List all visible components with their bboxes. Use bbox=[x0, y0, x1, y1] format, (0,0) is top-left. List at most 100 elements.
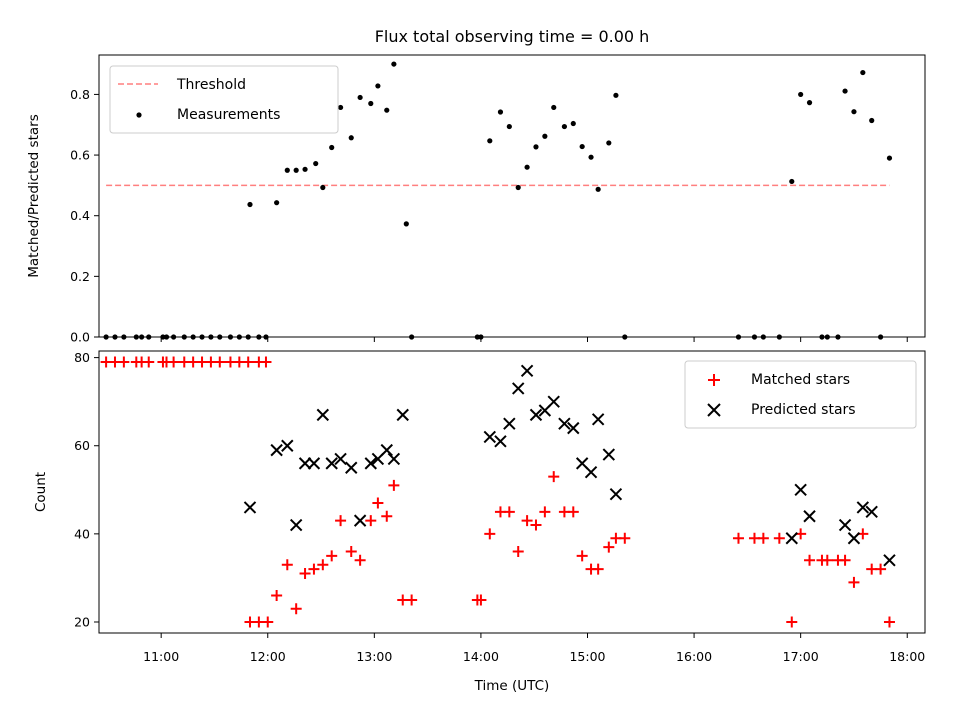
ratio-panel: 0.00.20.40.60.8 Matched/Predicted stars … bbox=[26, 54, 926, 345]
matched-star-point bbox=[345, 545, 357, 557]
predicted-star-point bbox=[512, 382, 525, 395]
predicted-star-point bbox=[794, 483, 807, 497]
predicted-star-point bbox=[558, 417, 571, 430]
ratio-y-tick-label: 0.4 bbox=[70, 208, 90, 223]
count-y-tick-label: 20 bbox=[74, 614, 90, 629]
measurement-point bbox=[320, 184, 326, 191]
measurement-point bbox=[313, 160, 319, 167]
count-y-tick-label: 80 bbox=[74, 350, 90, 365]
matched-star-point bbox=[372, 497, 384, 509]
measurement-point bbox=[375, 83, 381, 89]
x-tick-label: 11:00 bbox=[143, 649, 179, 664]
measurement-point bbox=[384, 107, 390, 113]
x-tick-label: 13:00 bbox=[356, 649, 392, 664]
predicted-star-point bbox=[243, 501, 257, 514]
matched-star-point bbox=[773, 532, 785, 544]
predicted-star-point bbox=[334, 452, 347, 466]
measurement-point bbox=[798, 91, 804, 98]
measurement-point bbox=[274, 200, 280, 206]
predicted-star-point bbox=[865, 505, 878, 519]
measurement-point bbox=[524, 164, 530, 170]
measurement-point bbox=[570, 120, 576, 127]
predicted-star-point bbox=[345, 461, 358, 474]
x-tick-label: 16:00 bbox=[676, 649, 712, 664]
x-tick-label: 12:00 bbox=[250, 649, 286, 664]
predicted-star-point bbox=[380, 443, 393, 457]
matched-star-point bbox=[592, 563, 604, 575]
measurement-point bbox=[860, 69, 866, 76]
matched-star-point bbox=[484, 528, 496, 540]
matched-star-point bbox=[299, 568, 311, 580]
matched-star-point bbox=[757, 532, 769, 544]
matched-star-point bbox=[242, 356, 254, 368]
matched-star-point bbox=[214, 356, 226, 368]
matched-star-point bbox=[143, 356, 155, 368]
ratio-y-axis-label: Matched/Predicted stars bbox=[26, 114, 42, 277]
predicted-star-point bbox=[289, 518, 303, 532]
matched-star-point bbox=[308, 563, 320, 575]
matched-star-point bbox=[262, 616, 274, 628]
measurement-point bbox=[247, 201, 253, 208]
predicted-star-point bbox=[803, 510, 816, 523]
matched-star-point bbox=[512, 545, 524, 557]
ratio-y-tick-label: 0.2 bbox=[70, 269, 90, 284]
count-x-ticks: 11:00 12:00 13:00 14:00 15:00 16:00 17:00 18:00 bbox=[143, 633, 925, 664]
measurement-point bbox=[886, 155, 893, 161]
matched-star-point bbox=[875, 563, 887, 575]
predicted-star-point bbox=[503, 417, 516, 430]
predicted-star-point bbox=[387, 452, 401, 466]
measurement-point bbox=[869, 117, 875, 124]
ratio-legend-box bbox=[109, 65, 339, 134]
predicted-star-point bbox=[316, 408, 330, 422]
x-tick-label: 17:00 bbox=[783, 649, 819, 664]
predicted-star-point bbox=[602, 448, 616, 461]
matched-star-point bbox=[118, 356, 130, 368]
matched-star-point bbox=[539, 506, 551, 518]
measurement-point bbox=[357, 94, 363, 101]
predicted-legend-swatch bbox=[707, 403, 721, 417]
predicted-star-point bbox=[483, 430, 497, 444]
predicted-star-point bbox=[591, 413, 605, 426]
predicted-star-point bbox=[325, 457, 338, 470]
ratio-y-tick-label: 0.8 bbox=[70, 87, 90, 102]
measurement-point bbox=[515, 184, 521, 191]
count-y-axis-label: Count bbox=[33, 472, 49, 512]
matched-star-point bbox=[388, 479, 400, 491]
predicted-star-point bbox=[307, 457, 321, 470]
predicted-star-point bbox=[520, 364, 534, 378]
predicted-star-point bbox=[298, 457, 312, 470]
measurement-point bbox=[284, 167, 290, 173]
predicted-star-point bbox=[847, 532, 861, 545]
matched-star-point bbox=[804, 554, 816, 566]
predicted-star-point bbox=[856, 501, 870, 514]
matched-star-point bbox=[839, 554, 851, 566]
measurement-point bbox=[561, 123, 568, 130]
matched-star-point bbox=[168, 356, 180, 368]
x-tick-label: 15:00 bbox=[569, 649, 605, 664]
matched-star-point bbox=[530, 519, 542, 531]
matched-legend-label: Matched stars bbox=[751, 372, 850, 388]
measurement-point bbox=[588, 154, 594, 160]
predicted-star-point bbox=[270, 443, 283, 457]
ratio-x-ticks bbox=[160, 337, 908, 342]
matched-star-point bbox=[521, 515, 533, 527]
measurement-point bbox=[368, 100, 374, 107]
predicted-star-point bbox=[609, 487, 623, 501]
measurement-point bbox=[329, 144, 335, 151]
count-y-tick-label: 60 bbox=[74, 438, 90, 453]
predicted-legend-label: Predicted stars bbox=[751, 402, 856, 418]
matched-star-point bbox=[576, 550, 588, 562]
measurement-point bbox=[506, 123, 512, 130]
matched-star-point bbox=[381, 510, 393, 522]
predicted-star-point bbox=[396, 408, 409, 422]
matched-star-point bbox=[354, 554, 366, 566]
measurement-point bbox=[595, 186, 601, 192]
matched-star-point bbox=[786, 616, 798, 628]
matched-star-point bbox=[848, 576, 860, 588]
predicted-star-point bbox=[494, 435, 507, 448]
matched-star-point bbox=[821, 554, 833, 566]
ratio-y-tick-label: 0.0 bbox=[70, 330, 90, 345]
predicted-star-point bbox=[883, 554, 896, 567]
matched-star-point bbox=[260, 356, 272, 368]
